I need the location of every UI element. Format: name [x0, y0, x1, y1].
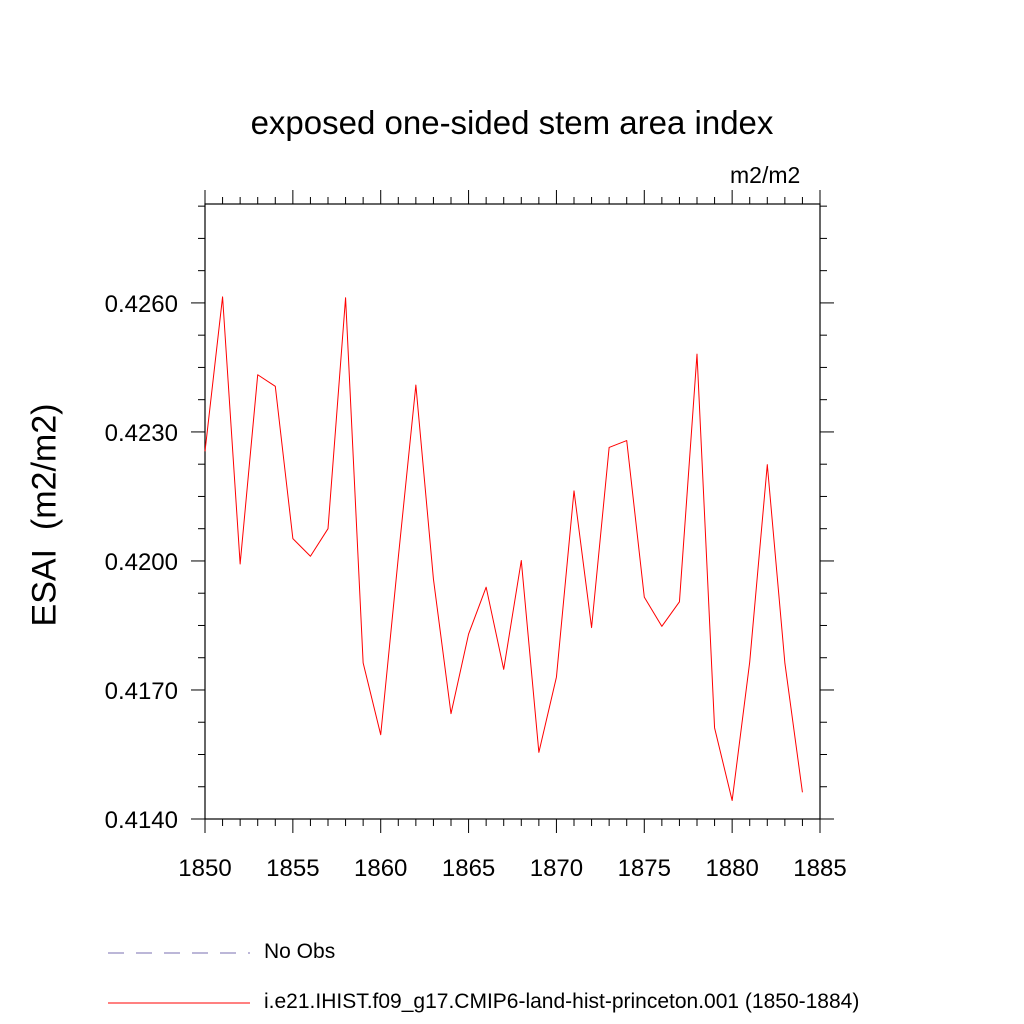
x-tick-label: 1850: [178, 855, 231, 882]
y-tick-label: 0.4140: [105, 807, 178, 834]
y-tick-label: 0.4260: [105, 291, 178, 318]
x-tick-label: 1875: [618, 855, 671, 882]
x-tick-label: 1880: [705, 855, 758, 882]
x-tick-label: 1860: [354, 855, 407, 882]
x-tick-label: 1885: [793, 855, 846, 882]
x-tick-label: 1855: [266, 855, 319, 882]
y-tick-label: 0.4230: [105, 420, 178, 447]
y-tick-label: 0.4170: [105, 678, 178, 705]
legend-entry-model-run: i.e21.IHIST.f09_g17.CMIP6-land-hist-prin…: [264, 990, 860, 1013]
y-axis-label: ESAI (m2/m2): [25, 403, 64, 627]
plot-frame: [204, 203, 821, 820]
y-tick-label: 0.4200: [105, 549, 178, 576]
x-tick-label: 1870: [530, 855, 583, 882]
units-label: m2/m2: [730, 162, 801, 188]
series-line-1: [204, 296, 803, 802]
x-tick-label: 1865: [442, 855, 495, 882]
chart-title: exposed one-sided stem area index: [250, 104, 774, 141]
legend-entry-no-obs: No Obs: [264, 940, 336, 963]
